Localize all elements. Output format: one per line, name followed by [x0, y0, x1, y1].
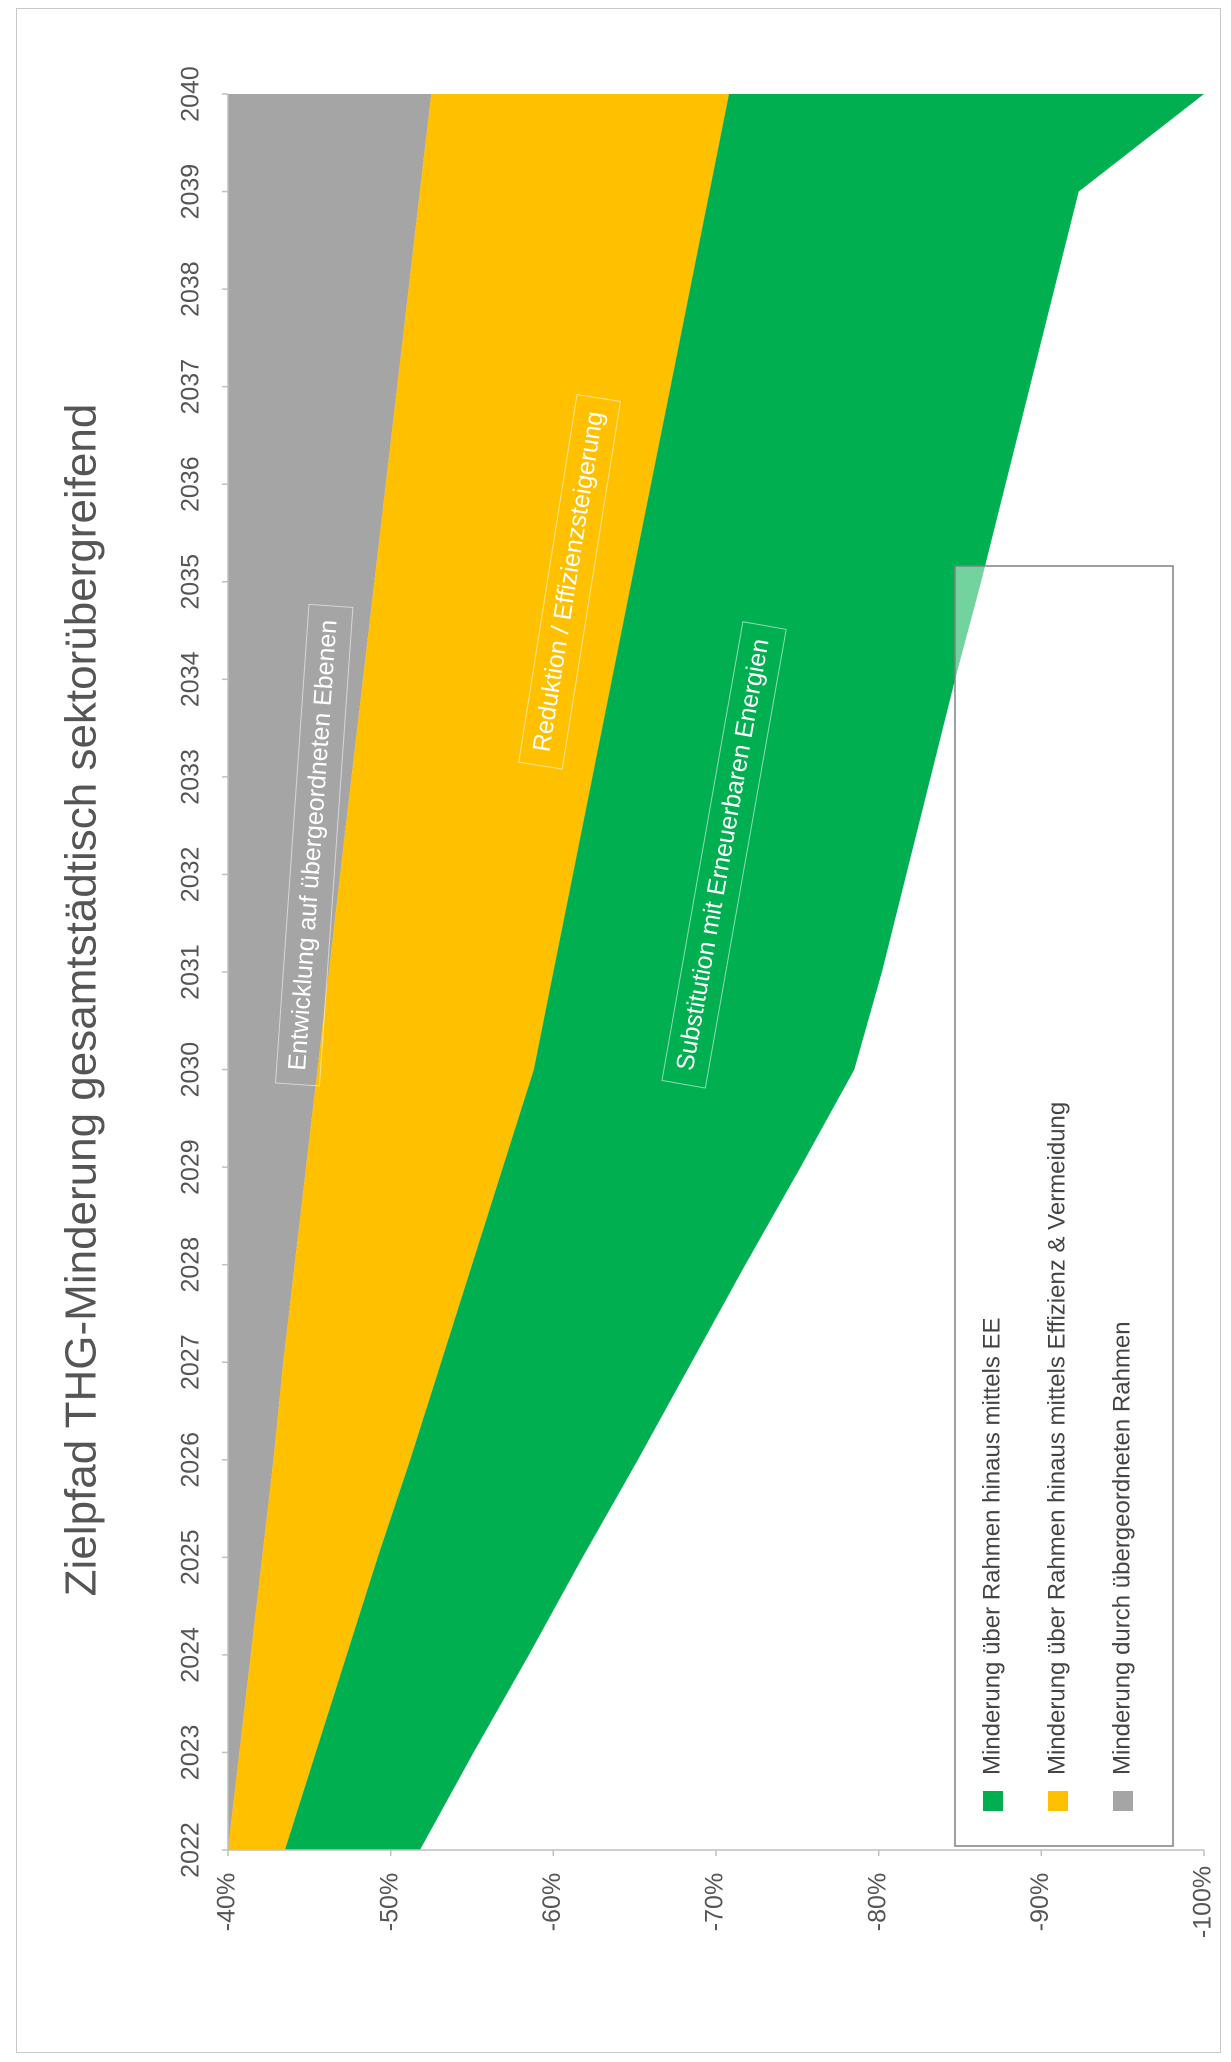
year-tick-label: 2029	[177, 1139, 205, 1195]
value-tick-label: -50%	[375, 1873, 403, 1931]
year-tick-label: 2028	[177, 1237, 205, 1293]
chart-title: Zielpfad THG-Minderung gesamtstädtisch s…	[57, 404, 106, 1597]
area-series-3	[284, 94, 1204, 1850]
area-series-2	[228, 94, 729, 1850]
year-tick-label: 2030	[177, 1042, 205, 1098]
year-tick-label: 2023	[177, 1725, 205, 1781]
band-annotation-box	[518, 393, 622, 770]
value-tick-label: -100%	[1189, 1866, 1217, 1938]
legend-swatch	[1113, 1791, 1133, 1811]
band-annotation-box	[661, 621, 787, 1089]
year-tick-label: 2022	[177, 1822, 205, 1878]
chart-frame	[16, 8, 1221, 2053]
value-tick-label: -80%	[863, 1873, 891, 1931]
year-tick-label: 2031	[177, 944, 205, 1000]
legend-label: Minderung über Rahmen hinaus mittels Eff…	[1043, 1102, 1070, 1775]
area-series-1	[228, 94, 432, 1850]
year-tick-label: 2025	[177, 1529, 205, 1585]
band-annotation-box	[274, 603, 354, 1087]
legend-box	[954, 565, 1174, 1847]
value-tick-label: -70%	[701, 1873, 729, 1931]
year-tick-label: 2037	[177, 359, 205, 415]
year-tick-label: 2036	[177, 456, 205, 512]
year-tick-label: 2040	[177, 66, 205, 122]
legend-swatch	[983, 1791, 1003, 1811]
value-tick-label: -60%	[538, 1873, 566, 1931]
value-tick-label: -90%	[1026, 1873, 1054, 1931]
year-tick-label: 2024	[177, 1627, 205, 1683]
year-tick-label: 2038	[177, 261, 205, 317]
year-tick-label: 2034	[177, 651, 205, 707]
year-tick-label: 2035	[177, 554, 205, 610]
value-tick-label: -40%	[213, 1873, 241, 1931]
legend-label: Minderung durch übergeordneten Rahmen	[1108, 1321, 1135, 1775]
year-tick-label: 2027	[177, 1334, 205, 1390]
year-tick-label: 2033	[177, 749, 205, 805]
legend-swatch	[1048, 1791, 1068, 1811]
year-tick-label: 2026	[177, 1432, 205, 1488]
year-tick-label: 2032	[177, 847, 205, 903]
legend-label: Minderung über Rahmen hinaus mittels EE	[978, 1317, 1005, 1775]
year-tick-label: 2039	[177, 164, 205, 220]
